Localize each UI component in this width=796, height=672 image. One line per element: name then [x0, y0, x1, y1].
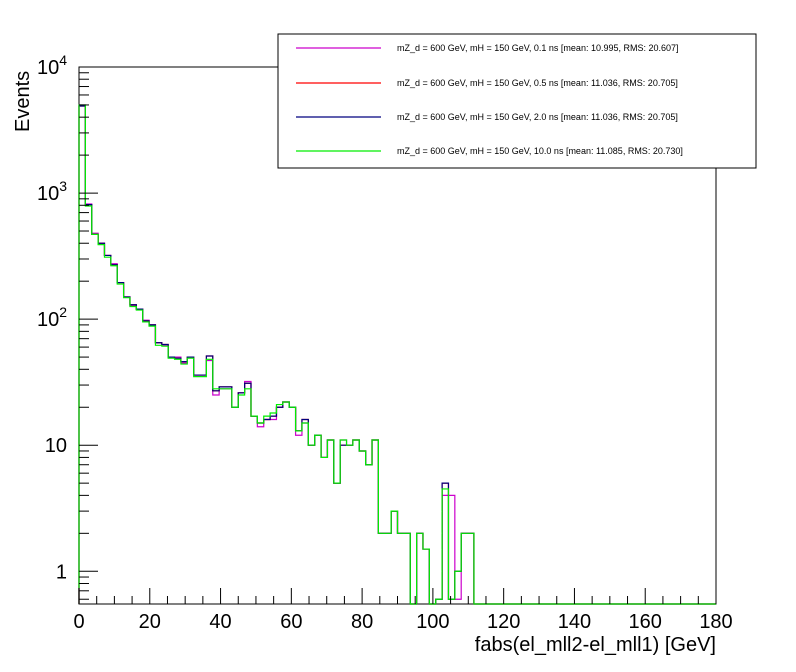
y-axis-title: Events — [12, 71, 34, 132]
x-tick-label: 100 — [416, 611, 449, 633]
x-tick-label: 120 — [487, 611, 520, 633]
x-tick-label: 160 — [629, 611, 662, 633]
y-tick-label: 102 — [37, 304, 67, 331]
x-tick-label: 60 — [280, 611, 302, 633]
legend-box — [277, 33, 757, 169]
x-tick-label: 20 — [139, 611, 161, 633]
legend-entry-label: mZ_d = 600 GeV, mH = 150 GeV, 10.0 ns [m… — [397, 146, 683, 156]
legend: mZ_d = 600 GeV, mH = 150 GeV, 0.1 ns [me… — [277, 33, 757, 169]
y-tick-label: 10 — [45, 435, 67, 457]
x-tick-label: 80 — [351, 611, 373, 633]
x-tick-label: 0 — [73, 611, 84, 633]
y-tick-label: 1 — [56, 561, 67, 583]
legend-entry-label: mZ_d = 600 GeV, mH = 150 GeV, 0.5 ns [me… — [397, 78, 678, 88]
x-tick-label: 140 — [558, 611, 591, 633]
y-tick-label: 104 — [37, 52, 67, 79]
legend-entry-label: mZ_d = 600 GeV, mH = 150 GeV, 0.1 ns [me… — [397, 43, 679, 53]
y-tick-label: 103 — [37, 178, 67, 205]
x-axis-title: fabs(el_mll2-el_mll1) [GeV] — [475, 634, 716, 656]
axes: 0 20 40 60 80 100 120 140 160 180 1 10 102 103 104 — [37, 52, 733, 633]
legend-entry-label: mZ_d = 600 GeV, mH = 150 GeV, 2.0 ns [me… — [397, 112, 678, 122]
series-layer — [78, 104, 716, 605]
x-tick-label: 180 — [699, 611, 732, 633]
series-line-3 — [78, 104, 716, 605]
x-tick-label: 40 — [209, 611, 231, 633]
